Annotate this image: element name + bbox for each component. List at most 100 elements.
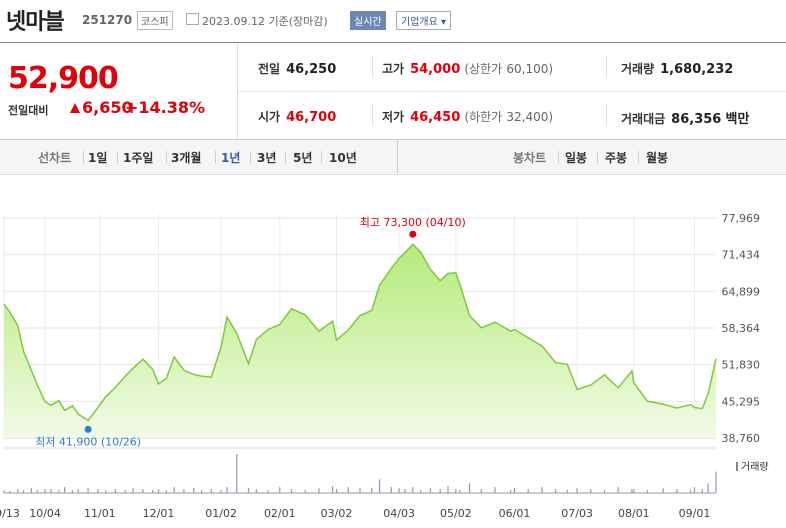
up-triangle-icon [70, 103, 80, 113]
volume-bar [304, 490, 306, 493]
calendar-icon [186, 13, 199, 25]
volume-bar [494, 487, 496, 493]
volume-bar [22, 490, 25, 493]
volume-bar [527, 489, 529, 493]
tab-separator [638, 151, 639, 163]
stat-separator [606, 57, 607, 77]
volume-bar [58, 490, 60, 493]
volume-bar [631, 489, 633, 493]
tab-3month[interactable]: 3개월 [171, 151, 202, 165]
stock-header: 넷마블 251270 코스피 2023.09.12 기준(장마감) 실시간 기업… [0, 0, 786, 42]
header-divider [0, 42, 786, 43]
volume-bar [50, 489, 52, 493]
x-tick-label: 09/13 [0, 507, 20, 520]
volume-bar [617, 487, 619, 493]
y-tick-label: 51,830 [722, 359, 761, 372]
volume-bar [541, 487, 543, 493]
volume-bar [247, 488, 250, 493]
volume-bar [124, 490, 126, 493]
volume-bar [378, 479, 381, 493]
stat-open: 시가 46,700 [258, 110, 337, 125]
volume-bar [226, 487, 228, 493]
volume-bar [152, 490, 154, 493]
tab-separator [83, 151, 84, 163]
volume-bar [404, 489, 406, 493]
y-tick-label: 38,760 [722, 432, 761, 445]
volume-bar [173, 487, 175, 493]
volume-bar [633, 489, 635, 493]
tab-5year[interactable]: 5년 [293, 151, 313, 165]
volume-bar [566, 490, 568, 493]
tab-separator [166, 151, 167, 163]
volume-bar [689, 490, 692, 493]
stat-separator [372, 105, 373, 125]
volume-bar [590, 489, 592, 493]
volume-bar [97, 489, 99, 493]
volume-bar [510, 490, 512, 493]
stat-high: 고가 54,000 (상한가 60,100) [382, 62, 554, 77]
tab-daily[interactable]: 일봉 [565, 151, 588, 165]
price-box: 52,900 [0, 43, 238, 139]
price-line [3, 243, 717, 422]
realtime-button[interactable]: 실시간 [350, 11, 386, 30]
stat-separator [606, 105, 607, 125]
tab-10year[interactable]: 10년 [329, 151, 357, 165]
x-tick-label: 04/03 [383, 507, 415, 520]
tab-separator [558, 151, 559, 163]
company-overview-button[interactable]: 기업개요 ▾ [396, 11, 452, 30]
x-tick-label: 03/02 [321, 507, 353, 520]
volume-bar [701, 489, 703, 493]
volume-bar [71, 490, 74, 493]
volume-bar [335, 489, 338, 493]
tab-weekly[interactable]: 주봉 [605, 151, 628, 165]
volume-bar [290, 489, 293, 493]
volume-bar [390, 487, 392, 493]
max-point-marker [409, 230, 417, 238]
x-tick-label: 06/01 [499, 507, 531, 520]
volume-bar [279, 487, 281, 493]
x-tick-label: 07/03 [561, 507, 593, 520]
y-tick-label: 77,969 [722, 212, 761, 225]
volume-bar [193, 488, 195, 493]
chart-tabs: 선차트 1일 1주일 3개월 1년 3년 5년 10년 봉차트 일봉 주봉 월봉 [0, 140, 786, 175]
volume-bar [210, 489, 212, 493]
stat-volume: 거래량 1,680,232 [621, 62, 734, 77]
tab-3year[interactable]: 3년 [257, 151, 277, 165]
market-badge: 코스피 [137, 11, 173, 30]
tab-separator [117, 151, 118, 163]
volume-bar [44, 489, 46, 493]
stat-amount: 거래대금 86,356 백만 [621, 112, 750, 127]
volume-bar [3, 490, 5, 493]
y-tick-label: 64,899 [722, 285, 761, 298]
volume-bar [64, 487, 66, 493]
volume-bar [114, 489, 117, 493]
x-tick-label: 08/01 [618, 507, 650, 520]
stat-separator [372, 57, 373, 77]
tab-1week[interactable]: 1주일 [123, 151, 154, 165]
volume-bar [662, 488, 664, 493]
volume-bar [183, 489, 185, 493]
tab-1year[interactable]: 1년 [221, 151, 241, 165]
x-tick-label: 10/04 [29, 507, 61, 520]
volume-bar [142, 489, 144, 493]
volume-bar [30, 488, 32, 493]
stats-divider [238, 91, 786, 92]
volume-bar [398, 488, 400, 493]
tab-separator [285, 151, 286, 163]
tab-separator [250, 151, 251, 163]
y-tick-label: 58,364 [722, 322, 761, 335]
volume-bar [165, 490, 167, 493]
volume-bar [646, 490, 649, 493]
price-area [4, 244, 716, 438]
tab-1day[interactable]: 1일 [88, 151, 108, 165]
volume-bar [87, 488, 89, 493]
volume-bar [468, 483, 471, 493]
volume-bar [555, 489, 557, 493]
volume-bar [420, 490, 422, 493]
volume-bar [513, 488, 516, 493]
min-point-marker [84, 425, 92, 433]
price-chart[interactable]: 77,969 71,434 64,899 58,364 51,830 45,295 38,7… [0, 174, 786, 528]
tab-monthly[interactable]: 월봉 [646, 151, 669, 165]
quote-date: 2023.09.12 기준(장마감) [202, 15, 328, 28]
x-tick-label: 05/02 [440, 507, 472, 520]
